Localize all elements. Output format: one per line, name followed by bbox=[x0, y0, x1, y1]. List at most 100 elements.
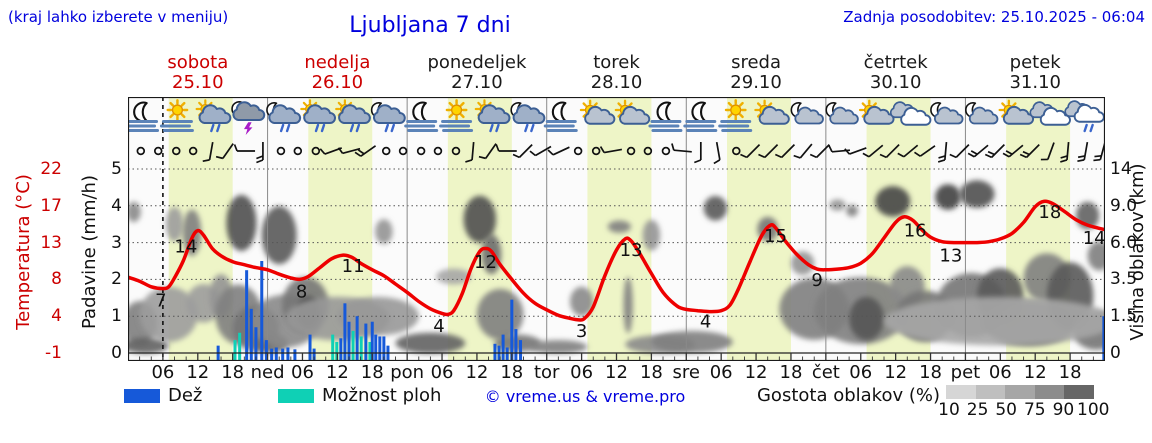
day-date: 25.10 bbox=[172, 72, 224, 93]
x-hour-label: 06 bbox=[151, 362, 175, 383]
weather-icon-sun-cloud bbox=[754, 99, 790, 125]
wind-barb-icon bbox=[547, 146, 570, 156]
temperature-axis-label: Temperatura (°C) bbox=[13, 174, 34, 330]
shower-bar bbox=[238, 332, 242, 360]
temp-value-label: 18 bbox=[1038, 202, 1061, 223]
rain-legend-label: Dež bbox=[168, 385, 203, 406]
wind-barb-icon bbox=[758, 144, 779, 159]
rain-bar bbox=[374, 334, 378, 360]
wind-barb-icon bbox=[256, 142, 264, 164]
wind-barb-icon bbox=[512, 144, 533, 159]
wind-barb-icon bbox=[809, 144, 830, 159]
rain-legend-swatch bbox=[124, 389, 160, 403]
wind-barb-icon bbox=[844, 147, 867, 155]
location-hint: (kraj lahko izberete v meniju) bbox=[8, 8, 229, 26]
precip-tick: 2 bbox=[111, 269, 122, 290]
weather-icon-moon-cloud-storm bbox=[231, 101, 266, 136]
rain-bar bbox=[364, 323, 368, 360]
temperature-labels: 7 14 8 11 4 12 3 13 4 15 9 16 13 18 14 bbox=[155, 202, 1105, 342]
x-hour-label: 12 bbox=[465, 362, 489, 383]
wind-calm-icon bbox=[153, 146, 163, 156]
wind-barb-icon bbox=[202, 141, 214, 163]
wind-barb-icon bbox=[713, 141, 721, 165]
precip-tick: 0 bbox=[111, 343, 122, 363]
wind-barb-icon bbox=[671, 143, 692, 153]
wind-calm-icon bbox=[398, 146, 408, 156]
temp-value-label: 8 bbox=[296, 281, 307, 302]
meteogram-plot: 7 14 8 11 4 12 3 13 4 15 9 16 13 18 14 bbox=[128, 97, 1105, 361]
weather-icon-moon-cloud bbox=[965, 102, 999, 125]
precip-tick: 1 bbox=[111, 306, 122, 327]
x-hour-label: 12 bbox=[884, 362, 908, 383]
day-name: ponedeljek bbox=[427, 52, 527, 73]
cloud-density-scale-value: 50 bbox=[995, 400, 1017, 420]
wind-barb-icon bbox=[774, 144, 796, 159]
shower-bar bbox=[233, 340, 237, 360]
temp-tick: -1 bbox=[45, 343, 62, 363]
wind-calm-icon bbox=[661, 146, 671, 156]
wind-barb-icon bbox=[694, 142, 702, 164]
wind-barb-icon bbox=[478, 143, 497, 160]
x-hour-label: 18 bbox=[919, 362, 942, 383]
temp-tick: 17 bbox=[40, 195, 62, 216]
wind-barb-icon bbox=[495, 144, 517, 152]
rain-bar bbox=[519, 340, 523, 360]
cloud-density-scale-cell bbox=[946, 385, 976, 399]
temp-tick: 22 bbox=[40, 159, 62, 179]
wind-calm-icon bbox=[591, 146, 601, 156]
weather-icon-clouds bbox=[1029, 101, 1071, 126]
wind-barb-icon bbox=[1077, 141, 1089, 163]
temp-value-label: 13 bbox=[620, 240, 643, 261]
temp-value-label: 14 bbox=[174, 236, 197, 257]
wind-barb-icon bbox=[984, 144, 1005, 159]
wind-barb-icon bbox=[740, 144, 761, 159]
wind-barb-icon bbox=[967, 144, 989, 158]
x-day-label: sre bbox=[672, 362, 701, 383]
x-day-label: pon bbox=[390, 362, 425, 383]
wind-barb-icon bbox=[233, 144, 256, 152]
wind-calm-icon bbox=[293, 146, 303, 156]
weather-icon-sun-fog bbox=[159, 99, 194, 132]
wind-barb-icon bbox=[949, 144, 970, 159]
showers-legend-label: Možnost ploh bbox=[322, 385, 442, 406]
rain-bar bbox=[286, 347, 290, 360]
wind-barb-icon bbox=[465, 141, 475, 163]
cloud-density-scale-value: 100 bbox=[1077, 400, 1110, 420]
shower-bar bbox=[359, 336, 363, 360]
rain-bar bbox=[260, 261, 264, 360]
rain-bar bbox=[505, 347, 509, 360]
day-date: 26.10 bbox=[311, 72, 364, 93]
rain-bar bbox=[249, 308, 253, 360]
x-hour-label: 06 bbox=[988, 362, 1012, 383]
cloud-height-tick: 0 bbox=[1110, 343, 1121, 363]
rain-bar bbox=[514, 329, 518, 360]
rain-bar bbox=[274, 347, 278, 360]
wind-calm-icon bbox=[381, 146, 391, 156]
weather-icon-moon-fog bbox=[648, 101, 683, 132]
x-hour-label: 18 bbox=[221, 362, 245, 383]
wind-calm-icon bbox=[451, 146, 461, 156]
showers-legend-swatch bbox=[278, 389, 314, 403]
rain-bar bbox=[347, 321, 351, 360]
day-name: sreda bbox=[731, 52, 782, 73]
wind-calm-icon bbox=[626, 146, 636, 156]
temp-tick: 8 bbox=[51, 269, 62, 290]
rain-bar bbox=[293, 349, 297, 360]
page-title: Ljubljana 7 dni bbox=[349, 13, 511, 38]
x-hour-label: 18 bbox=[779, 362, 803, 383]
x-hour-label: 18 bbox=[500, 362, 524, 383]
x-axis-strip bbox=[128, 352, 1105, 361]
cloud-density-scale-value: 90 bbox=[1052, 400, 1075, 420]
wind-barb-icon bbox=[937, 141, 948, 163]
wind-calm-icon bbox=[276, 146, 286, 156]
wind-barb-icon bbox=[879, 144, 900, 159]
x-hour-label: 12 bbox=[744, 362, 768, 383]
day-date: 28.10 bbox=[590, 72, 643, 93]
cloud-height-tick: 14 bbox=[1110, 159, 1132, 179]
weather-icon-sun-cloud bbox=[614, 99, 651, 125]
weather-icon-moon-cloud bbox=[930, 102, 964, 125]
weather-icon-clouds bbox=[889, 101, 932, 126]
rain-bar bbox=[339, 338, 343, 360]
rain-bar bbox=[370, 321, 374, 360]
day-name: sobota bbox=[167, 52, 229, 73]
